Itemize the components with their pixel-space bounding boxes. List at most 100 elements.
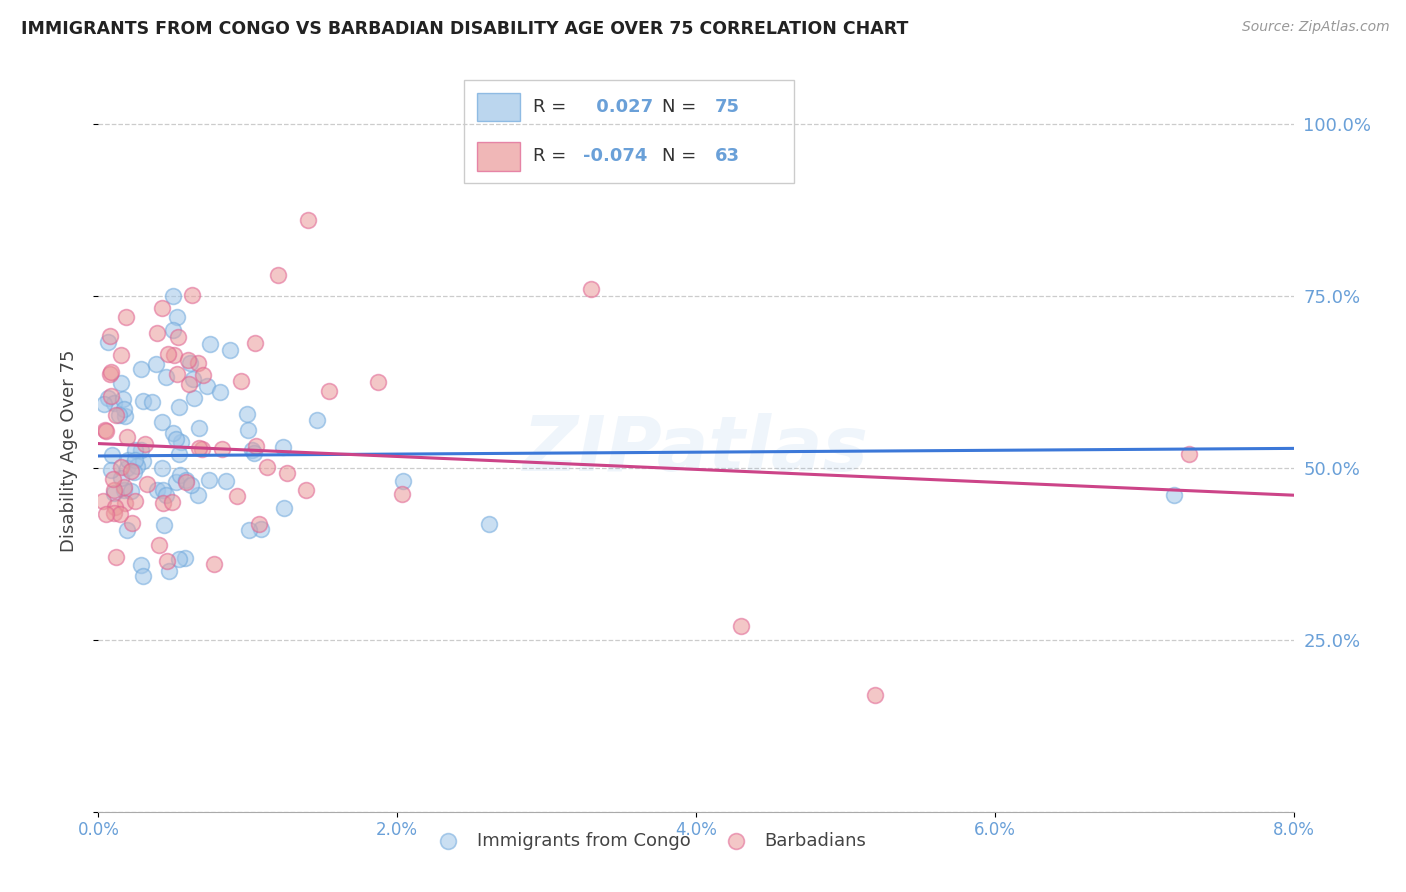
Point	[104, 550, 127, 565]
Text: N =: N =	[662, 147, 702, 165]
Point	[96, 508, 118, 522]
Point	[187, 421, 209, 435]
Point	[112, 392, 135, 407]
Point	[276, 467, 298, 481]
Point	[183, 392, 205, 406]
Point	[129, 558, 152, 572]
Point	[202, 558, 225, 572]
Text: R =: R =	[533, 147, 572, 165]
Point	[1178, 447, 1201, 461]
Point	[198, 473, 221, 487]
Point	[132, 393, 155, 408]
Point	[114, 310, 136, 325]
Point	[162, 288, 184, 302]
Point	[195, 379, 218, 393]
Point	[110, 376, 132, 391]
Point	[187, 488, 209, 502]
Point	[181, 372, 204, 386]
Point	[181, 287, 204, 301]
Point	[198, 337, 221, 351]
Point	[174, 473, 197, 487]
Point	[112, 483, 135, 497]
Point	[153, 518, 176, 533]
Text: Source: ZipAtlas.com: Source: ZipAtlas.com	[1241, 20, 1389, 34]
Point	[114, 496, 136, 510]
Point	[240, 443, 263, 458]
Point	[117, 453, 139, 467]
Point	[148, 538, 170, 552]
Point	[167, 400, 190, 414]
Point	[117, 430, 139, 444]
Point	[150, 415, 173, 429]
Point	[226, 489, 249, 503]
Point	[129, 362, 152, 376]
Point	[209, 384, 232, 399]
Point	[100, 463, 122, 477]
Point	[124, 453, 146, 467]
Point	[134, 437, 156, 451]
Point	[165, 475, 187, 490]
Point	[187, 355, 209, 369]
Point	[271, 440, 294, 454]
Point	[156, 347, 179, 361]
Point	[97, 391, 120, 405]
Point	[1163, 488, 1185, 502]
Point	[152, 483, 174, 497]
Point	[152, 301, 174, 315]
Legend: Immigrants from Congo, Barbadians: Immigrants from Congo, Barbadians	[423, 824, 873, 857]
Text: IMMIGRANTS FROM CONGO VS BARBADIAN DISABILITY AGE OVER 75 CORRELATION CHART: IMMIGRANTS FROM CONGO VS BARBADIAN DISAB…	[21, 20, 908, 37]
Point	[117, 460, 139, 475]
Point	[110, 471, 132, 485]
Point	[141, 395, 163, 409]
Point	[110, 507, 132, 521]
Point	[273, 501, 295, 516]
Point	[165, 432, 187, 446]
Point	[124, 493, 146, 508]
Point	[238, 523, 260, 537]
Point	[135, 476, 157, 491]
Point	[242, 446, 264, 460]
Point	[267, 268, 290, 282]
Point	[155, 488, 177, 502]
Point	[94, 423, 117, 437]
Point	[247, 517, 270, 532]
Point	[103, 395, 125, 409]
Point	[110, 460, 132, 475]
Point	[150, 461, 173, 475]
Point	[297, 213, 319, 227]
Point	[170, 434, 193, 449]
Point	[295, 483, 318, 498]
Point	[121, 516, 143, 530]
Point	[250, 522, 273, 536]
Point	[162, 495, 184, 509]
Point	[96, 424, 118, 438]
Point	[120, 483, 142, 498]
Point	[152, 496, 174, 510]
Point	[167, 551, 190, 566]
Point	[104, 500, 127, 514]
Point	[179, 477, 201, 491]
Bar	[477, 93, 520, 121]
Text: ZIPatlas: ZIPatlas	[523, 414, 869, 487]
Point	[191, 368, 214, 383]
Point	[103, 507, 125, 521]
Point	[169, 467, 191, 482]
Point	[156, 554, 179, 568]
Point	[103, 483, 125, 497]
Point	[103, 486, 125, 500]
Point	[98, 367, 121, 381]
Point	[367, 375, 389, 389]
Point	[146, 483, 169, 498]
Text: 0.027: 0.027	[589, 98, 652, 116]
Point	[97, 334, 120, 349]
Point	[124, 442, 146, 457]
Point	[162, 425, 184, 440]
Point	[162, 323, 184, 337]
Point	[177, 353, 200, 368]
Text: 63: 63	[716, 147, 740, 165]
Text: 75: 75	[716, 98, 740, 116]
Point	[730, 619, 752, 633]
Point	[166, 310, 188, 324]
Point	[163, 348, 186, 362]
Point	[305, 413, 328, 427]
